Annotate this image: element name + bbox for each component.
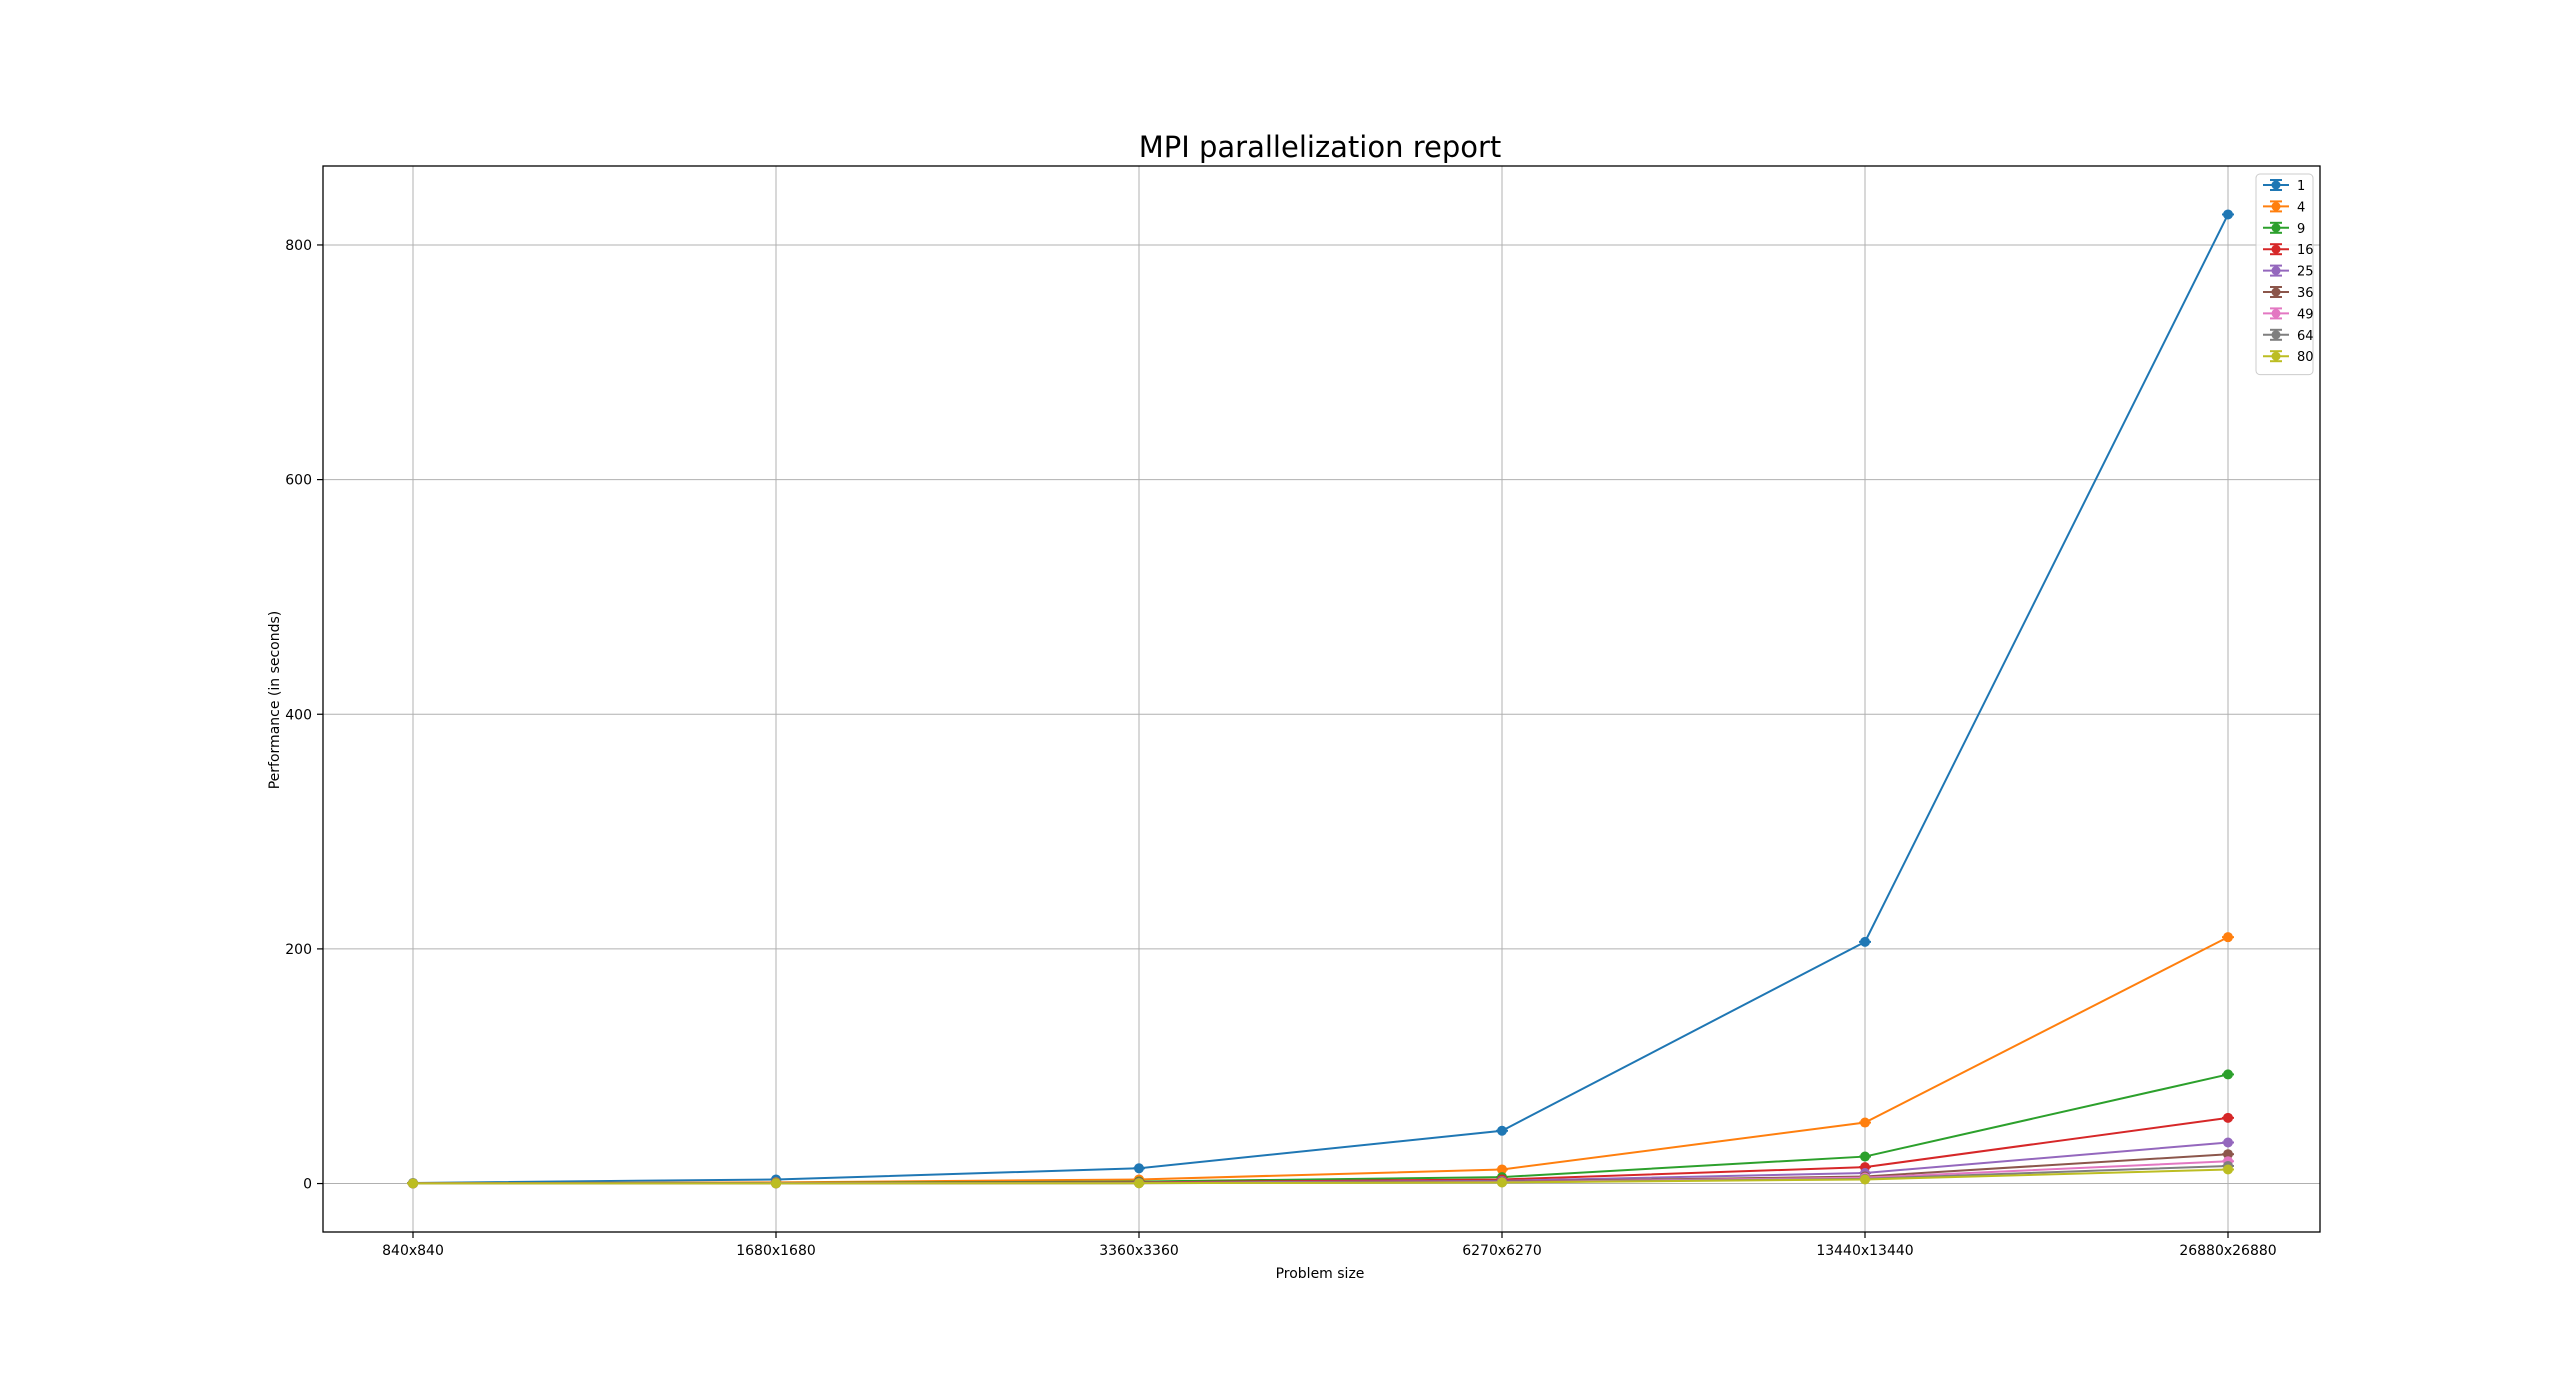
- series-layer: [407, 209, 2234, 1189]
- data-point: [408, 1178, 418, 1189]
- series-line: [413, 1168, 2229, 1185]
- data-point: [2223, 1112, 2233, 1123]
- data-point: [2223, 1137, 2233, 1148]
- legend-marker: [2271, 223, 2281, 233]
- legend-marker: [2271, 201, 2281, 211]
- chart-title: MPI parallelization report: [1139, 130, 1502, 164]
- y-tick-label: 800: [285, 238, 312, 254]
- data-point: [2223, 1149, 2233, 1160]
- data-point: [771, 1178, 781, 1189]
- legend-label: 49: [2297, 307, 2314, 322]
- series-80: [407, 1164, 2234, 1189]
- data-point: [1860, 1151, 1870, 1162]
- data-point: [2223, 209, 2233, 220]
- x-tick-label: 840x840: [382, 1243, 444, 1259]
- legend-marker: [2271, 308, 2281, 318]
- legend-marker: [2271, 244, 2281, 254]
- x-tick-label: 13440x13440: [1816, 1243, 1913, 1259]
- series-line: [412, 214, 2229, 1184]
- data-point: [1134, 1163, 1144, 1174]
- y-axis-label: Performance (in seconds): [267, 611, 283, 790]
- data-point: [1497, 1164, 1507, 1175]
- legend-label: 4: [2297, 200, 2305, 215]
- legend-item: 16: [2263, 243, 2314, 258]
- y-tick-label: 200: [285, 942, 312, 958]
- x-axis-label: Problem size: [1276, 1266, 1365, 1282]
- legend-item: 36: [2263, 286, 2314, 301]
- legend-item: 25: [2263, 264, 2314, 280]
- data-point: [2223, 932, 2233, 943]
- legend-item: 64: [2263, 328, 2314, 344]
- legend-box: [2255, 173, 2314, 376]
- axes: 840x840 1680x1680 3360x3360 6270x6270 13440x…: [285, 238, 2276, 1259]
- legend-label: 36: [2297, 286, 2314, 301]
- data-point: [2223, 1069, 2233, 1080]
- y-tick-label: 0: [303, 1177, 312, 1193]
- x-tick-label: 26880x26880: [2179, 1243, 2276, 1259]
- x-tick-label: 1680x1680: [736, 1243, 816, 1259]
- data-point: [1860, 1174, 1870, 1185]
- legend-marker: [2271, 351, 2281, 361]
- legend-label: 9: [2297, 222, 2305, 237]
- y-tick-label: 600: [285, 473, 312, 489]
- legend-item: 9: [2263, 221, 2305, 237]
- data-point: [2223, 1164, 2233, 1175]
- data-point: [1497, 1125, 1507, 1136]
- legend-label: 25: [2297, 265, 2314, 280]
- legend-label: 16: [2297, 243, 2314, 258]
- x-tick-label: 6270x6270: [1462, 1243, 1542, 1259]
- legend-item: 1: [2263, 179, 2305, 194]
- legend-marker: [2271, 330, 2281, 340]
- legend-item: 4: [2263, 200, 2305, 215]
- legend-label: 1: [2297, 179, 2305, 194]
- data-point: [1134, 1178, 1144, 1189]
- data-point: [1860, 1117, 1870, 1128]
- legend-marker: [2271, 266, 2281, 276]
- legend-item: 80: [2263, 350, 2314, 365]
- data-point: [1860, 936, 1870, 947]
- legend-label: 64: [2297, 329, 2314, 344]
- legend-label: 80: [2297, 350, 2314, 365]
- data-point: [1497, 1177, 1507, 1188]
- plot-frame: [322, 165, 2321, 1233]
- legend-marker: [2271, 287, 2281, 297]
- grid: [323, 166, 2320, 1232]
- legend-marker: [2271, 180, 2281, 190]
- x-tick-label: 3360x3360: [1099, 1243, 1179, 1259]
- legend-item: 49: [2263, 307, 2314, 322]
- y-tick-label: 400: [285, 707, 312, 723]
